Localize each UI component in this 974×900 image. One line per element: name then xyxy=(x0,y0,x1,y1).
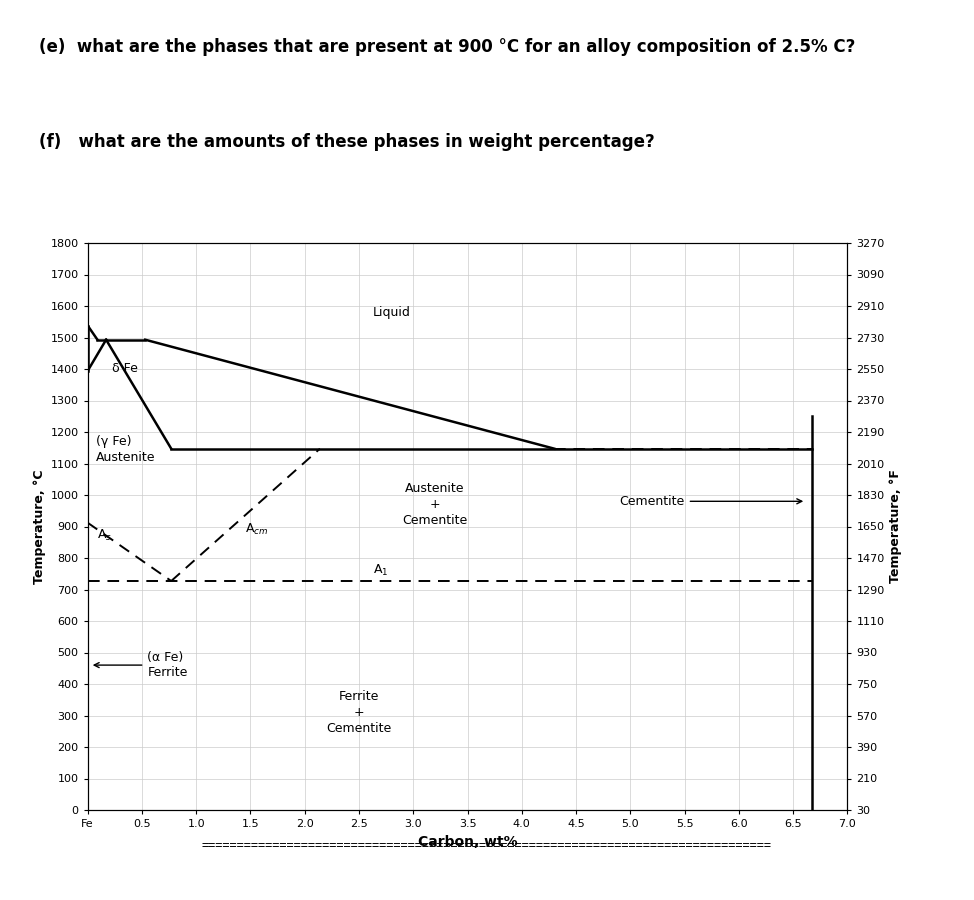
Text: (γ Fe)
Austenite: (γ Fe) Austenite xyxy=(96,435,156,464)
Text: A$_{cm}$: A$_{cm}$ xyxy=(245,522,269,537)
Text: A$_s$: A$_s$ xyxy=(97,527,112,543)
X-axis label: Carbon, wt%: Carbon, wt% xyxy=(418,834,517,849)
Y-axis label: Temperature, °C: Temperature, °C xyxy=(33,469,47,584)
Y-axis label: Temperature, °F: Temperature, °F xyxy=(889,470,902,583)
Text: δ Fe: δ Fe xyxy=(112,363,137,375)
Text: Austenite
+
Cementite: Austenite + Cementite xyxy=(402,482,468,526)
Text: ================================================================================: ========================================… xyxy=(202,840,772,852)
Text: Liquid: Liquid xyxy=(373,306,410,319)
Text: (f)   what are the amounts of these phases in weight percentage?: (f) what are the amounts of these phases… xyxy=(39,133,655,151)
Text: A$_1$: A$_1$ xyxy=(373,562,389,578)
Text: Cementite: Cementite xyxy=(619,495,802,508)
Text: (α Fe)
Ferrite: (α Fe) Ferrite xyxy=(94,651,188,680)
Text: Ferrite
+
Cementite: Ferrite + Cementite xyxy=(326,689,392,734)
Text: (e)  what are the phases that are present at 900 °C for an alloy composition of : (e) what are the phases that are present… xyxy=(39,38,855,56)
